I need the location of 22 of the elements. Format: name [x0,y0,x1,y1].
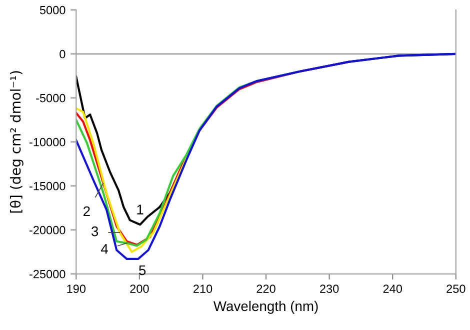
y-axis-title: [θ] (deg cm² dmol⁻¹) [10,71,24,213]
x-tick-label: 220 [256,284,276,293]
y-tick-label: 5000 [40,6,66,14]
y-tick-label: -25000 [29,270,66,278]
y-tick-label: -10000 [29,138,66,146]
x-tick-label: 230 [320,284,339,293]
x-tick-label: 200 [130,284,149,293]
y-tick-label: -5000 [36,94,66,102]
annotation: 5 [139,265,146,276]
y-tick-label: 0 [60,50,66,58]
annotation: 4 [101,244,108,254]
annotation: 1 [137,204,144,214]
annotation: 2 [84,206,90,216]
line-series [76,52,456,260]
x-tick-label: 190 [67,284,86,293]
annotation: 3 [91,226,98,236]
x-tick-label: 210 [193,284,212,293]
x-tick-label: 250 [446,284,466,293]
y-tick-label: -15000 [29,182,66,190]
x-axis-title: Wavelength (nm) [213,300,318,314]
y-tick-label: -20000 [29,226,66,234]
x-tick-label: 240 [383,284,402,293]
